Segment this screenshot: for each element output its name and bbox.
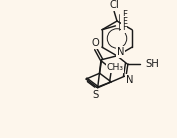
Text: CH₃: CH₃ [107, 63, 124, 72]
Text: Cl: Cl [109, 0, 119, 10]
Text: O: O [92, 38, 100, 48]
Text: N: N [117, 47, 125, 57]
Text: F: F [122, 23, 127, 32]
Text: SH: SH [145, 59, 159, 69]
Text: S: S [93, 90, 99, 99]
Text: N: N [126, 75, 133, 85]
Text: F: F [122, 17, 127, 26]
Text: F: F [122, 10, 127, 19]
